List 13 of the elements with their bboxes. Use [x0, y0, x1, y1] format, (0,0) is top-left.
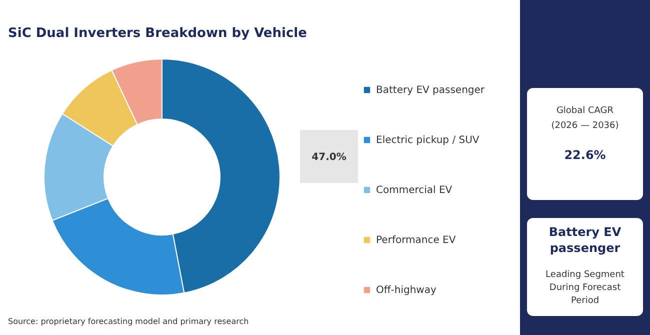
- legend-label: Battery EV passenger: [376, 85, 486, 96]
- text: Global CAGR: [556, 106, 614, 116]
- text: Battery EV passenger: [548, 225, 622, 255]
- text: 22.6%: [564, 148, 606, 162]
- text: Leading Segment During Forecast Period: [546, 270, 625, 306]
- text: (2026 — 2036): [551, 121, 619, 131]
- data-label: 47.0%: [312, 152, 346, 163]
- legend-label: Performance EV: [376, 235, 456, 246]
- legend-label: Off-highway: [376, 285, 436, 296]
- legend-label: Commercial EV: [376, 185, 452, 196]
- chart-title: SiC Dual Inverters Breakdown by Vehicle: [8, 26, 308, 41]
- source-note: Source: proprietary forecasting model and primary research: [8, 317, 249, 326]
- legend-label: Electric pickup / SUV: [376, 135, 480, 146]
